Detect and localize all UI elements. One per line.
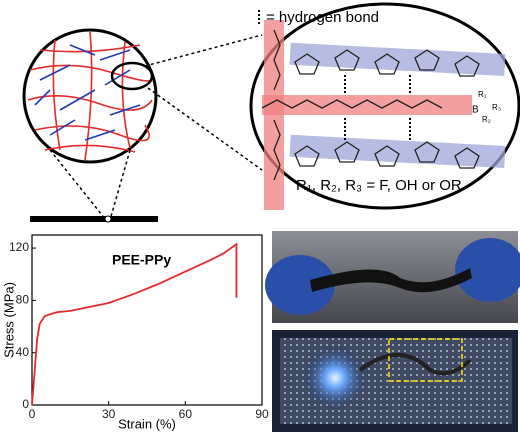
x-tick-label: 90 [255,407,269,421]
network [22,28,263,223]
x-tick-label: 0 [29,407,36,421]
annotation: PEE-PPy [112,252,171,268]
atom-label: R₂ [482,115,491,124]
atom-label: R₁ [478,90,487,99]
stress-strain-chart: PEE-PPy Strain (%) Stress (MPa) [1,252,175,432]
y-axis-label: Stress (MPa) [1,282,16,358]
x-tick-label: 30 [102,407,116,421]
x-tick-label: 60 [179,407,193,421]
formula: R₁, R₂, R₃ = F, OH or OR [296,177,462,194]
x-axis-label: Strain (%) [118,416,176,431]
molecular-structure: = hydrogen bond B R₁ R₂ R₃ R₁, R₂, R₃ = … [249,2,520,210]
legend-text: = hydrogen bond [266,9,379,26]
y-tick-label: 120 [9,240,29,254]
atom-label: B [472,105,479,116]
photos [265,231,520,432]
y-tick-label: 80 [16,293,30,307]
y-tick-label: 0 [22,397,29,411]
plot-frame [31,234,263,406]
y-tick-label: 40 [16,345,30,359]
stress-curve [31,242,238,406]
atom-label: R₃ [492,103,501,112]
